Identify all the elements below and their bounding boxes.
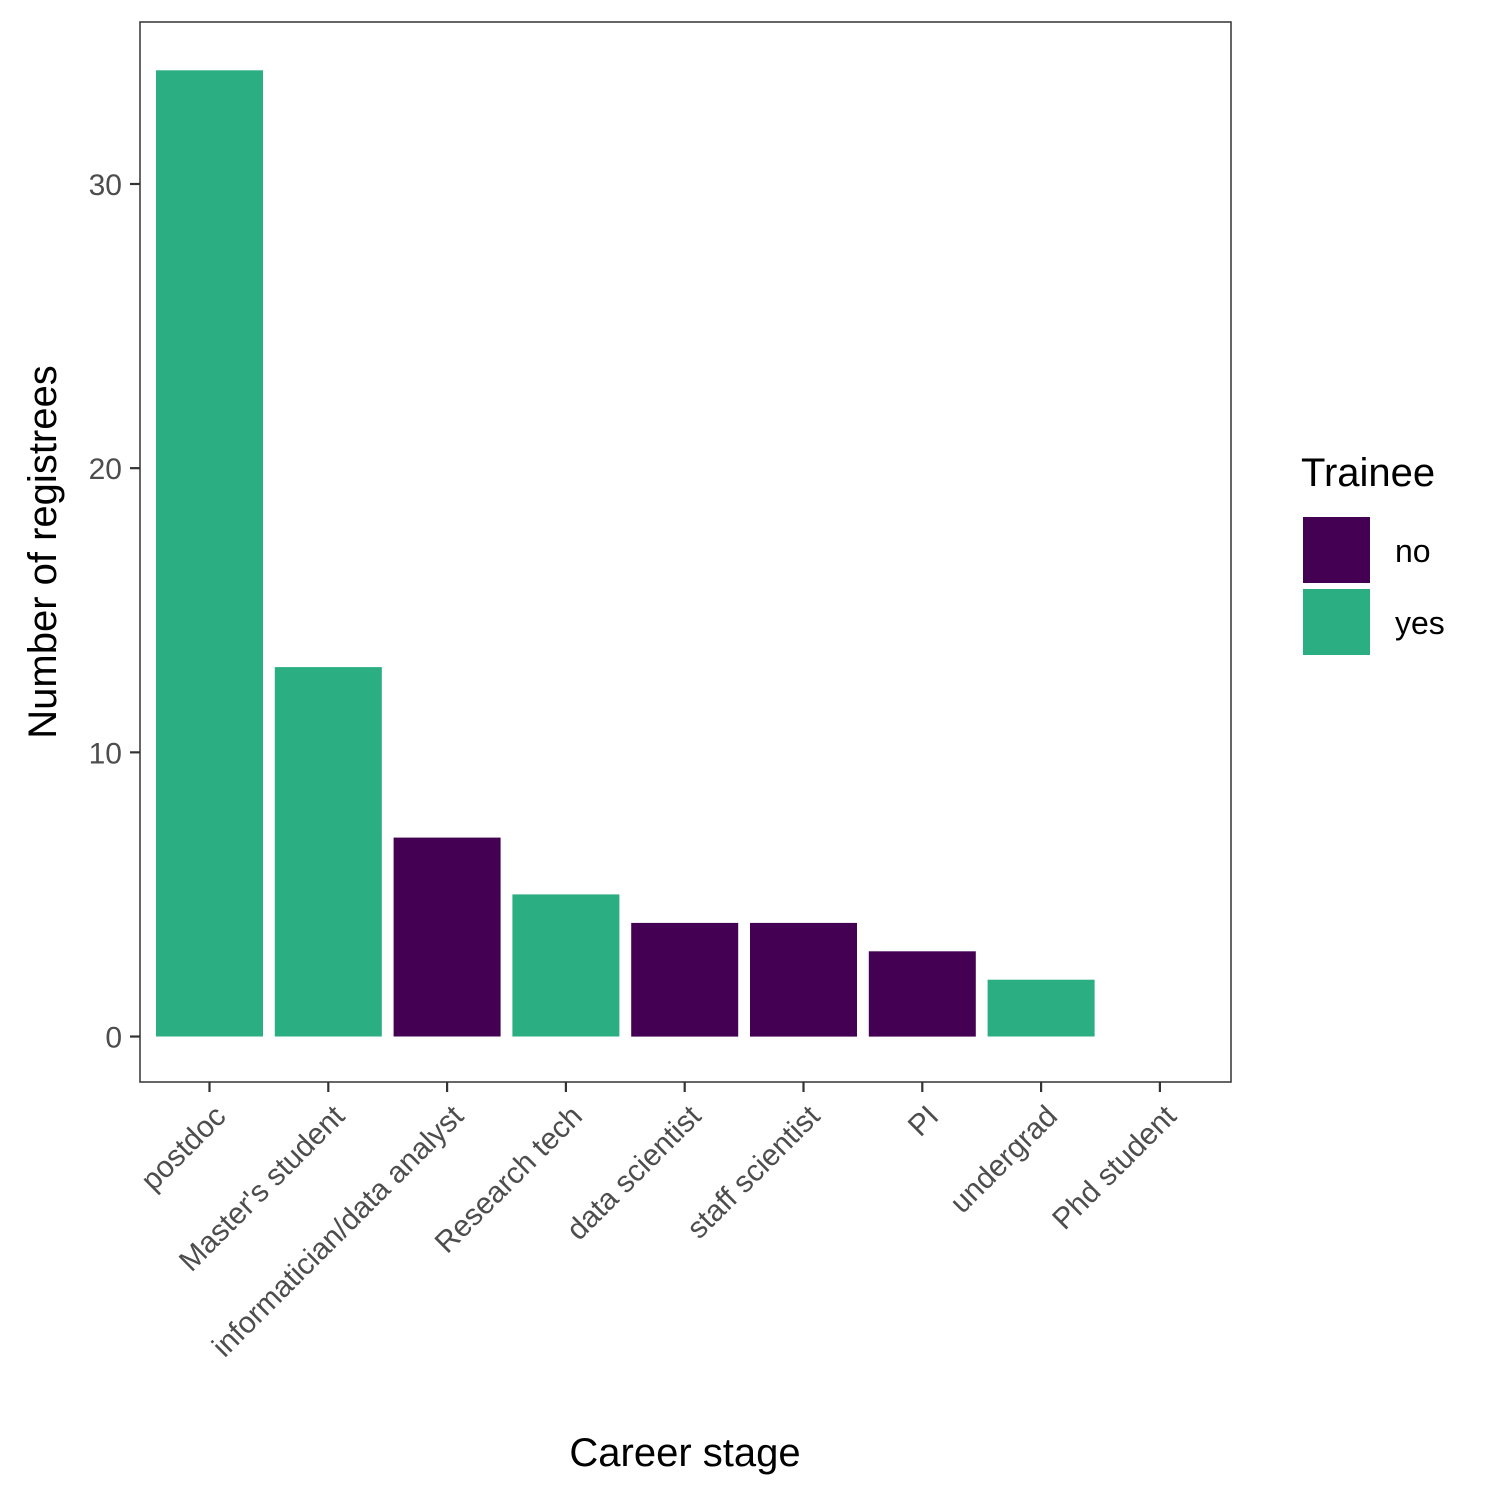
- bar-informatician-data-analyst: [393, 837, 501, 1037]
- y-tick-label: 0: [105, 1022, 122, 1055]
- x-tick-label: informatician/data analyst: [206, 1099, 470, 1363]
- bar-data-scientist: [631, 922, 739, 1037]
- y-tick-label: 20: [89, 453, 122, 486]
- legend-title: Trainee: [1301, 451, 1435, 495]
- x-tick-label: PI: [902, 1100, 945, 1143]
- y-tick-label: 30: [89, 169, 122, 202]
- legend-swatch-yes: [1303, 589, 1370, 655]
- y-tick-label: 10: [89, 737, 122, 770]
- legend-label-yes: yes: [1395, 605, 1445, 641]
- x-tick-label: undergrad: [944, 1100, 1064, 1220]
- x-axis-title: Career stage: [569, 1431, 800, 1475]
- x-tick-label: Phd student: [1046, 1099, 1183, 1236]
- legend: Trainee no yes: [1301, 451, 1445, 655]
- y-axis: 0 10 20 30: [89, 169, 140, 1055]
- bar-undergrad: [987, 979, 1095, 1037]
- bar-postdoc: [156, 70, 263, 1037]
- y-axis-title: Number of registrees: [21, 365, 65, 738]
- bar-master-s-student: [274, 667, 382, 1037]
- bar-pi: [868, 951, 976, 1037]
- bars-group: [156, 70, 1095, 1037]
- bar-staff-scientist: [750, 922, 857, 1037]
- x-tick-label: postdoc: [135, 1100, 233, 1198]
- bar-research-tech: [512, 894, 620, 1037]
- legend-swatch-no: [1303, 517, 1370, 583]
- legend-label-no: no: [1395, 533, 1431, 569]
